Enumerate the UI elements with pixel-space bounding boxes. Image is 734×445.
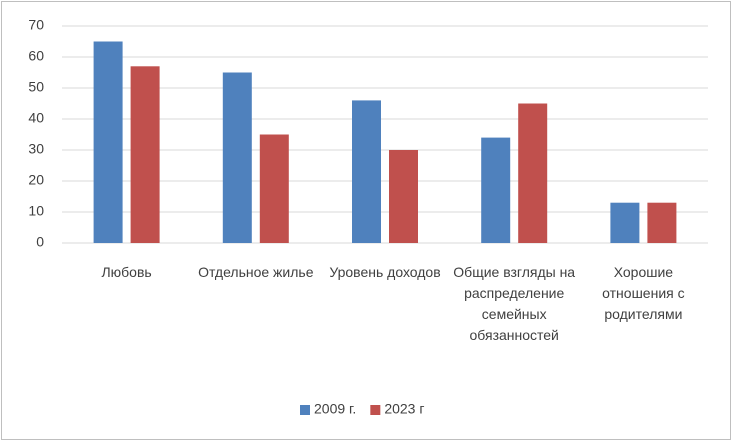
bar	[222, 72, 252, 243]
x-tick-label: Любовь	[101, 264, 152, 280]
bar	[93, 41, 123, 243]
bar	[610, 202, 640, 243]
legend-swatch	[300, 405, 310, 415]
y-tick-label: 50	[28, 79, 44, 95]
y-tick-label: 0	[36, 234, 44, 250]
x-tick-label: Отдельное жилье	[198, 264, 314, 280]
legend-swatch	[370, 405, 381, 415]
bar	[352, 100, 381, 244]
y-tick-label: 20	[28, 172, 44, 188]
y-tick-label: 70	[28, 17, 44, 33]
legend-label: 2009 г.	[314, 401, 356, 417]
y-tick-label: 40	[28, 110, 44, 126]
bar	[130, 66, 160, 243]
bar	[481, 137, 511, 243]
bar	[259, 134, 289, 243]
bar	[518, 103, 548, 243]
x-tick-label: Уровень доходов	[329, 264, 441, 280]
y-tick-label: 10	[28, 203, 44, 219]
bar	[647, 202, 677, 243]
x-tick-label: Общие взгляды на распределение семейных …	[453, 264, 576, 343]
x-tick-label: Хорошие отношения с родителями	[602, 264, 685, 322]
y-tick-label: 30	[28, 141, 44, 157]
legend-label: 2023 г	[384, 401, 424, 417]
y-tick-label: 60	[28, 48, 44, 64]
bar	[389, 150, 418, 243]
